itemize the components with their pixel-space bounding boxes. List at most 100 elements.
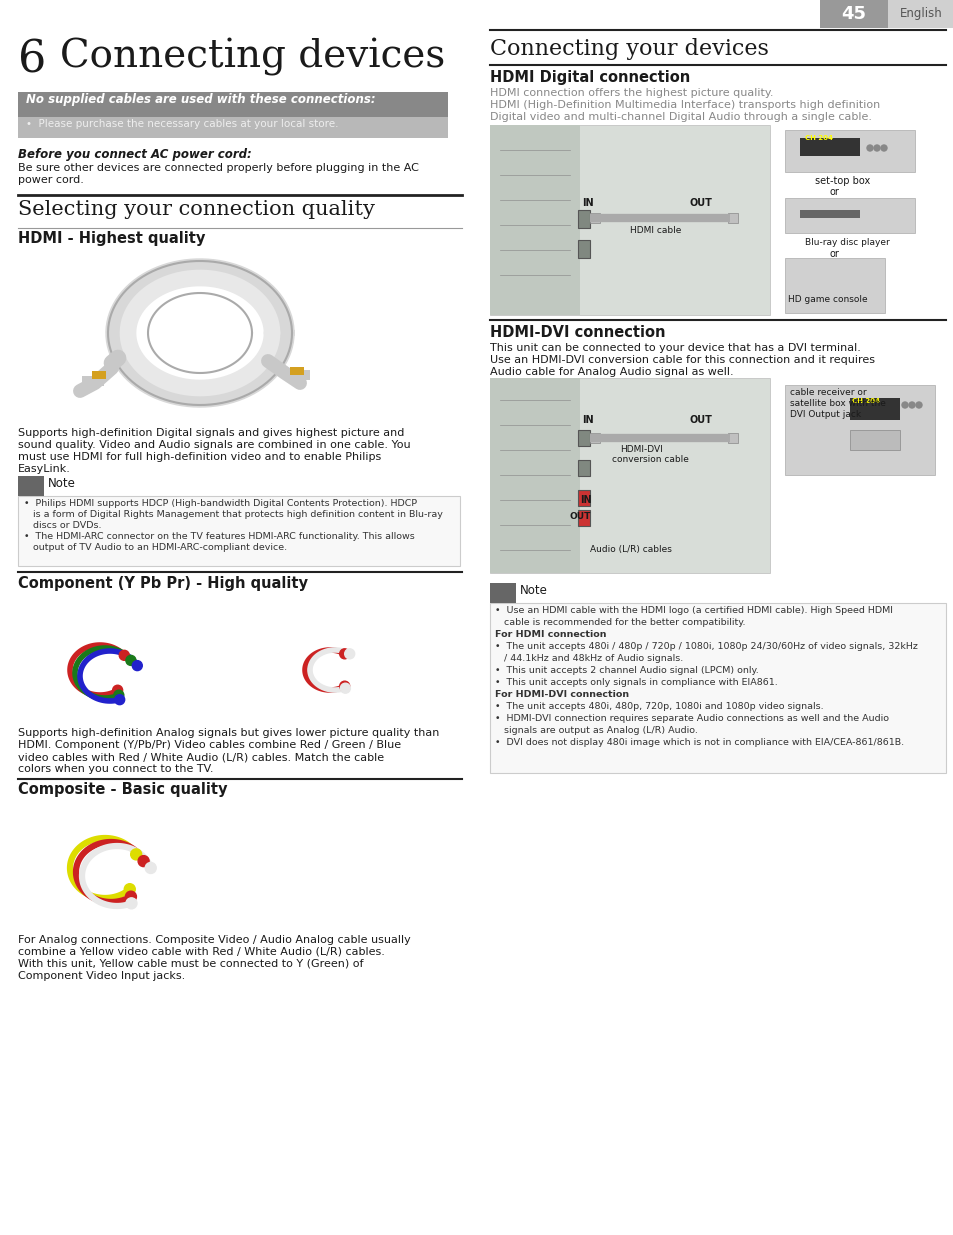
Text: IN: IN — [581, 415, 593, 425]
Text: Connecting your devices: Connecting your devices — [490, 38, 768, 61]
Text: power cord.: power cord. — [18, 175, 84, 185]
Bar — [887, 0, 953, 28]
Bar — [490, 583, 516, 603]
Text: signals are output as Analog (L/R) Audio.: signals are output as Analog (L/R) Audio… — [495, 726, 698, 735]
Circle shape — [901, 403, 907, 408]
Text: No supplied cables are used with these connections:: No supplied cables are used with these c… — [26, 93, 375, 106]
Text: HDMI cable: HDMI cable — [629, 226, 680, 235]
Circle shape — [908, 403, 914, 408]
Text: must use HDMI for full high-definition video and to enable Philips: must use HDMI for full high-definition v… — [18, 452, 381, 462]
Bar — [18, 798, 248, 927]
Text: •  HDMI-DVI connection requires separate Audio connections as well and the Audio: • HDMI-DVI connection requires separate … — [495, 714, 888, 722]
Bar — [784, 130, 914, 172]
Text: With this unit, Yellow cable must be connected to Y (Green) of: With this unit, Yellow cable must be con… — [18, 960, 363, 969]
Text: •  This unit accepts only signals in compliance with EIA861.: • This unit accepts only signals in comp… — [495, 678, 777, 687]
Text: Before you connect AC power cord:: Before you connect AC power cord: — [18, 148, 252, 161]
Bar — [288, 370, 310, 380]
Bar — [800, 210, 859, 219]
Text: or: or — [829, 249, 839, 259]
Text: video cables with Red / White Audio (L/R) cables. Match the cable: video cables with Red / White Audio (L/R… — [18, 752, 384, 762]
Text: •  Use an HDMI cable with the HDMI logo (a certified HDMI cable). High Speed HDM: • Use an HDMI cable with the HDMI logo (… — [495, 606, 892, 615]
Text: or: or — [829, 186, 839, 198]
Text: EasyLink.: EasyLink. — [18, 464, 71, 474]
Polygon shape — [154, 298, 245, 368]
Text: HD game console: HD game console — [787, 295, 866, 304]
Text: CH 204: CH 204 — [851, 398, 879, 404]
Text: output of TV Audio to an HDMI-ARC-compliant device.: output of TV Audio to an HDMI-ARC-compli… — [24, 543, 287, 552]
Text: Audio cable for Analog Audio signal as well.: Audio cable for Analog Audio signal as w… — [490, 367, 733, 377]
Bar — [727, 433, 738, 443]
Text: Audio (L/R) cables: Audio (L/R) cables — [589, 545, 671, 555]
Bar — [18, 496, 459, 566]
Circle shape — [131, 848, 142, 860]
Bar — [849, 430, 899, 450]
Bar — [784, 385, 934, 475]
Text: Be sure other devices are connected properly before plugging in the AC: Be sure other devices are connected prop… — [18, 163, 418, 173]
Text: Digital video and multi-channel Digital Audio through a single cable.: Digital video and multi-channel Digital … — [490, 112, 871, 122]
Text: Component Video Input jacks.: Component Video Input jacks. — [18, 971, 185, 981]
Text: For Analog connections. Composite Video / Audio Analog cable usually: For Analog connections. Composite Video … — [18, 935, 411, 945]
Circle shape — [119, 651, 130, 661]
Text: •  This unit accepts 2 channel Audio signal (LPCM) only.: • This unit accepts 2 channel Audio sign… — [495, 666, 758, 676]
Text: conversion cable: conversion cable — [612, 454, 688, 464]
Text: HDMI-DVI connection: HDMI-DVI connection — [490, 325, 665, 340]
Bar — [490, 378, 579, 573]
Bar — [820, 0, 887, 28]
Bar — [490, 125, 769, 315]
Circle shape — [112, 685, 123, 695]
Bar — [784, 198, 914, 233]
Circle shape — [132, 661, 142, 671]
Circle shape — [114, 694, 125, 705]
Text: Supports high-definition Digital signals and gives highest picture and: Supports high-definition Digital signals… — [18, 429, 404, 438]
Text: OUT: OUT — [569, 513, 591, 521]
Text: Note: Note — [48, 477, 76, 490]
Bar — [589, 212, 599, 224]
Text: Composite - Basic quality: Composite - Basic quality — [18, 782, 227, 797]
Bar — [18, 117, 448, 138]
Circle shape — [873, 144, 879, 151]
Circle shape — [126, 656, 135, 666]
Bar — [91, 370, 106, 379]
Text: Note: Note — [519, 584, 547, 597]
Circle shape — [145, 862, 156, 873]
Bar — [578, 459, 589, 475]
Bar — [82, 375, 104, 387]
Text: OUT: OUT — [689, 415, 712, 425]
Text: Selecting your connection quality: Selecting your connection quality — [18, 200, 375, 219]
Bar — [490, 378, 769, 573]
Text: 45: 45 — [841, 5, 865, 23]
Bar — [18, 475, 44, 496]
Text: satellite box with the: satellite box with the — [789, 399, 885, 408]
Text: set-top box: set-top box — [814, 177, 869, 186]
Bar — [578, 240, 589, 258]
Circle shape — [340, 683, 350, 693]
Circle shape — [124, 884, 135, 894]
Bar — [849, 398, 899, 420]
Circle shape — [113, 690, 124, 700]
Bar — [578, 430, 589, 446]
Text: •  The HDMI-ARC connector on the TV features HDMI-ARC functionality. This allows: • The HDMI-ARC connector on the TV featu… — [24, 532, 415, 541]
Circle shape — [138, 856, 149, 867]
Circle shape — [866, 144, 872, 151]
Bar — [234, 595, 435, 720]
Text: CH 204: CH 204 — [804, 135, 832, 141]
Text: •  The unit accepts 480i, 480p, 720p, 1080i and 1080p video signals.: • The unit accepts 480i, 480p, 720p, 108… — [495, 701, 822, 711]
Text: IN: IN — [581, 198, 593, 207]
Circle shape — [125, 892, 136, 903]
Bar — [800, 138, 859, 156]
Text: English: English — [899, 7, 942, 21]
Text: HDMI connection offers the highest picture quality.: HDMI connection offers the highest pictu… — [490, 88, 773, 98]
Text: HDMI Digital connection: HDMI Digital connection — [490, 70, 690, 85]
Bar — [589, 433, 599, 443]
Text: •  Philips HDMI supports HDCP (High-bandwidth Digital Contents Protection). HDCP: • Philips HDMI supports HDCP (High-bandw… — [24, 499, 416, 508]
Text: HDMI-DVI: HDMI-DVI — [619, 445, 662, 454]
Text: HDMI (High-Definition Multimedia Interface) transports high definition: HDMI (High-Definition Multimedia Interfa… — [490, 100, 880, 110]
Text: cable is recommended for the better compatibility.: cable is recommended for the better comp… — [495, 618, 744, 627]
Bar — [784, 258, 884, 312]
Circle shape — [339, 648, 350, 658]
Circle shape — [344, 648, 355, 658]
Bar — [290, 367, 304, 375]
Text: OUT: OUT — [689, 198, 712, 207]
Text: For HDMI connection: For HDMI connection — [495, 630, 606, 638]
Text: sound quality. Video and Audio signals are combined in one cable. You: sound quality. Video and Audio signals a… — [18, 440, 410, 450]
